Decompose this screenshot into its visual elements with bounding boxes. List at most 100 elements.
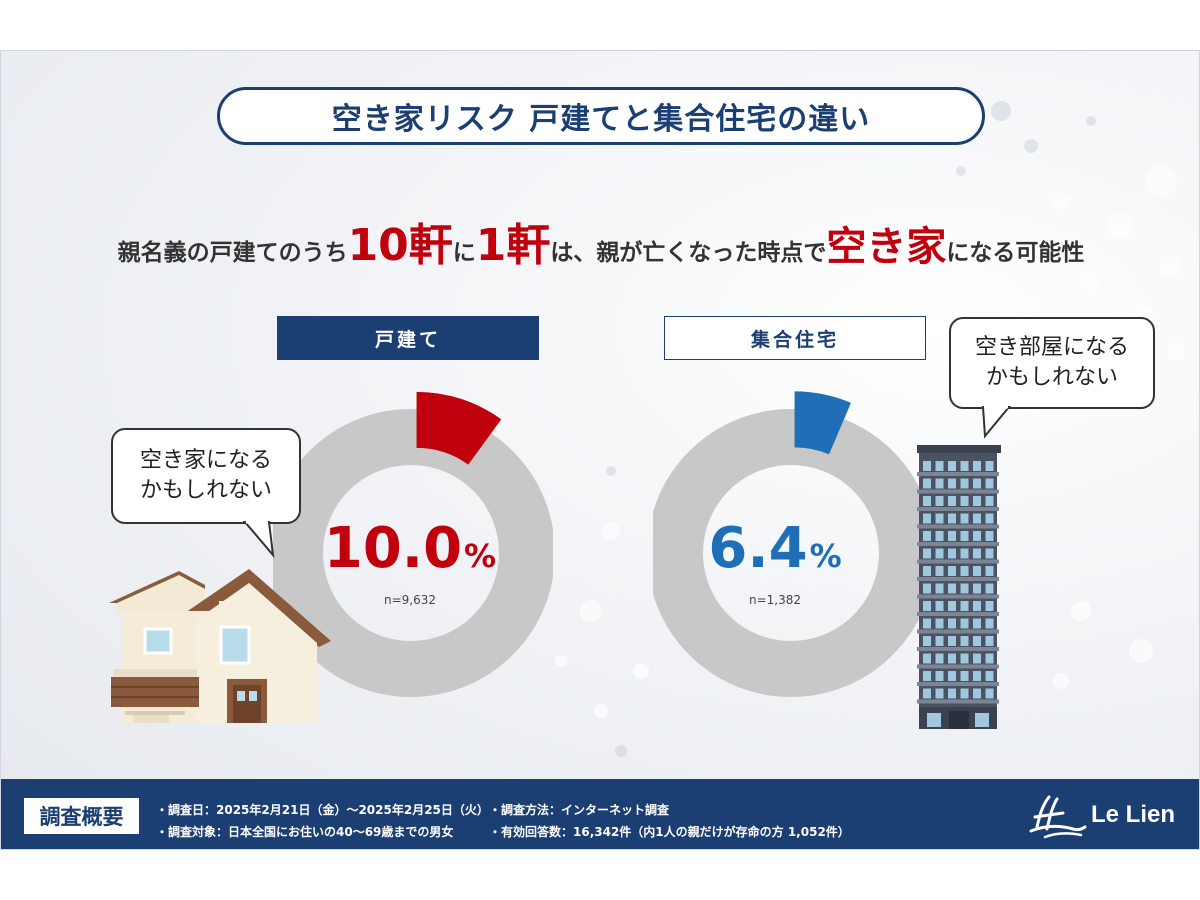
value-unit-apartment: % [809,537,842,575]
building-window [948,531,956,541]
building-window [923,688,931,699]
building-window [935,496,944,506]
survey-responses: ・有効回答数：16,342件（内1人の親だけが存命の方 1,052件） [489,825,850,839]
bubble-line-2: かもしれない [985,365,1118,390]
headline-suffix: になる可能性 [946,240,1085,266]
building-balcony [917,524,999,529]
headline-mid2: は、親が亡くなった時点で [550,240,827,266]
donut-track-apartment [653,409,933,697]
building-window [935,636,944,646]
building-window [973,566,981,576]
building-window [923,496,931,506]
building-window [948,688,956,699]
building-window [935,583,944,594]
building-window [935,548,944,559]
building-window [935,601,944,611]
building-balcony [917,682,999,686]
building-window [960,496,969,506]
building-window [948,566,956,576]
building-balcony [917,629,999,634]
le-lien-logo: Le Lien [1027,793,1187,839]
survey-summary-footer: 調査概要 ・調査日：2025年2月21日（金）～2025年2月25日（火） ・調… [1,779,1199,849]
building-window [973,636,981,646]
building-window [985,548,994,559]
building-window [935,461,944,471]
building-window [973,583,981,594]
building-window [985,478,994,489]
headline-ratio-part: 1軒 [475,220,551,271]
building-window [960,566,969,576]
building-window [985,496,994,506]
building-balcony [917,489,999,494]
building-window [960,601,969,611]
building-balcony [917,612,999,616]
building-window [948,671,956,681]
building-window [948,601,956,611]
building-window [960,513,969,524]
donut-chart-apartment [653,391,933,697]
building-window [923,583,931,594]
category-label-house: 戸建て [277,316,539,360]
building-window [960,671,969,681]
building-window [973,601,981,611]
house-illustration-icon [109,569,331,723]
building-window [985,461,994,471]
building-window [935,513,944,524]
building-window [923,548,931,559]
building-window [948,513,956,524]
building-window [973,461,981,471]
building-window [923,478,931,489]
building-window [985,513,994,524]
building-window [923,653,931,664]
building-window [960,531,969,541]
building-window [973,531,981,541]
building-window [948,618,956,629]
building-window [923,531,931,541]
building-window [985,583,994,594]
speech-bubble-apartment: 空き部屋になる かもしれない [949,317,1155,409]
building-window [985,671,994,681]
headline: 親名義の戸建てのうち 10軒 に 1軒 は、親が亡くなった時点で 空き家 になる… [1,209,1199,279]
building-window [923,513,931,524]
building-window [935,653,944,664]
bubble-line-1: 空き部屋になる [974,335,1129,361]
building-window [948,478,956,489]
building-window [973,653,981,664]
building-window [985,636,994,646]
headline-ratio-total: 10軒 [347,220,453,271]
value-unit-house: % [464,537,497,575]
building-window [948,583,956,594]
headline-mid1: に [452,240,476,266]
building-balcony [917,507,999,511]
logo-text: Le Lien [1091,801,1176,828]
value-label-house: 10.0 % [289,516,531,586]
building-balcony [917,647,999,651]
sample-size-apartment: n=1,382 [748,593,801,607]
building-window [960,653,969,664]
building-window [973,671,981,681]
speech-bubble-tail-apartment [981,406,1012,439]
donut-chart-house [273,391,553,697]
building-window [948,636,956,646]
headline-keyword: 空き家 [826,224,947,270]
category-label-apartment: 集合住宅 [664,316,926,360]
building-window [948,548,956,559]
building-window [935,531,944,541]
apartment-building-illustration-icon [917,445,1001,729]
building-window [935,566,944,576]
building-window [960,461,969,471]
building-window [935,618,944,629]
building-window [935,688,944,699]
survey-method: ・調査方法：インターネット調査 [489,803,670,817]
building-window [923,636,931,646]
building-window [923,671,931,681]
building-window [960,583,969,594]
survey-date: ・調査日：2025年2月21日（金）～2025年2月25日（火） [156,803,489,817]
building-window [948,461,956,471]
building-window [923,618,931,629]
building-balcony [917,559,999,564]
donut-track-house [273,409,553,697]
building-window [948,653,956,664]
value-label-apartment: 6.4 % [675,516,875,586]
building-window [948,496,956,506]
